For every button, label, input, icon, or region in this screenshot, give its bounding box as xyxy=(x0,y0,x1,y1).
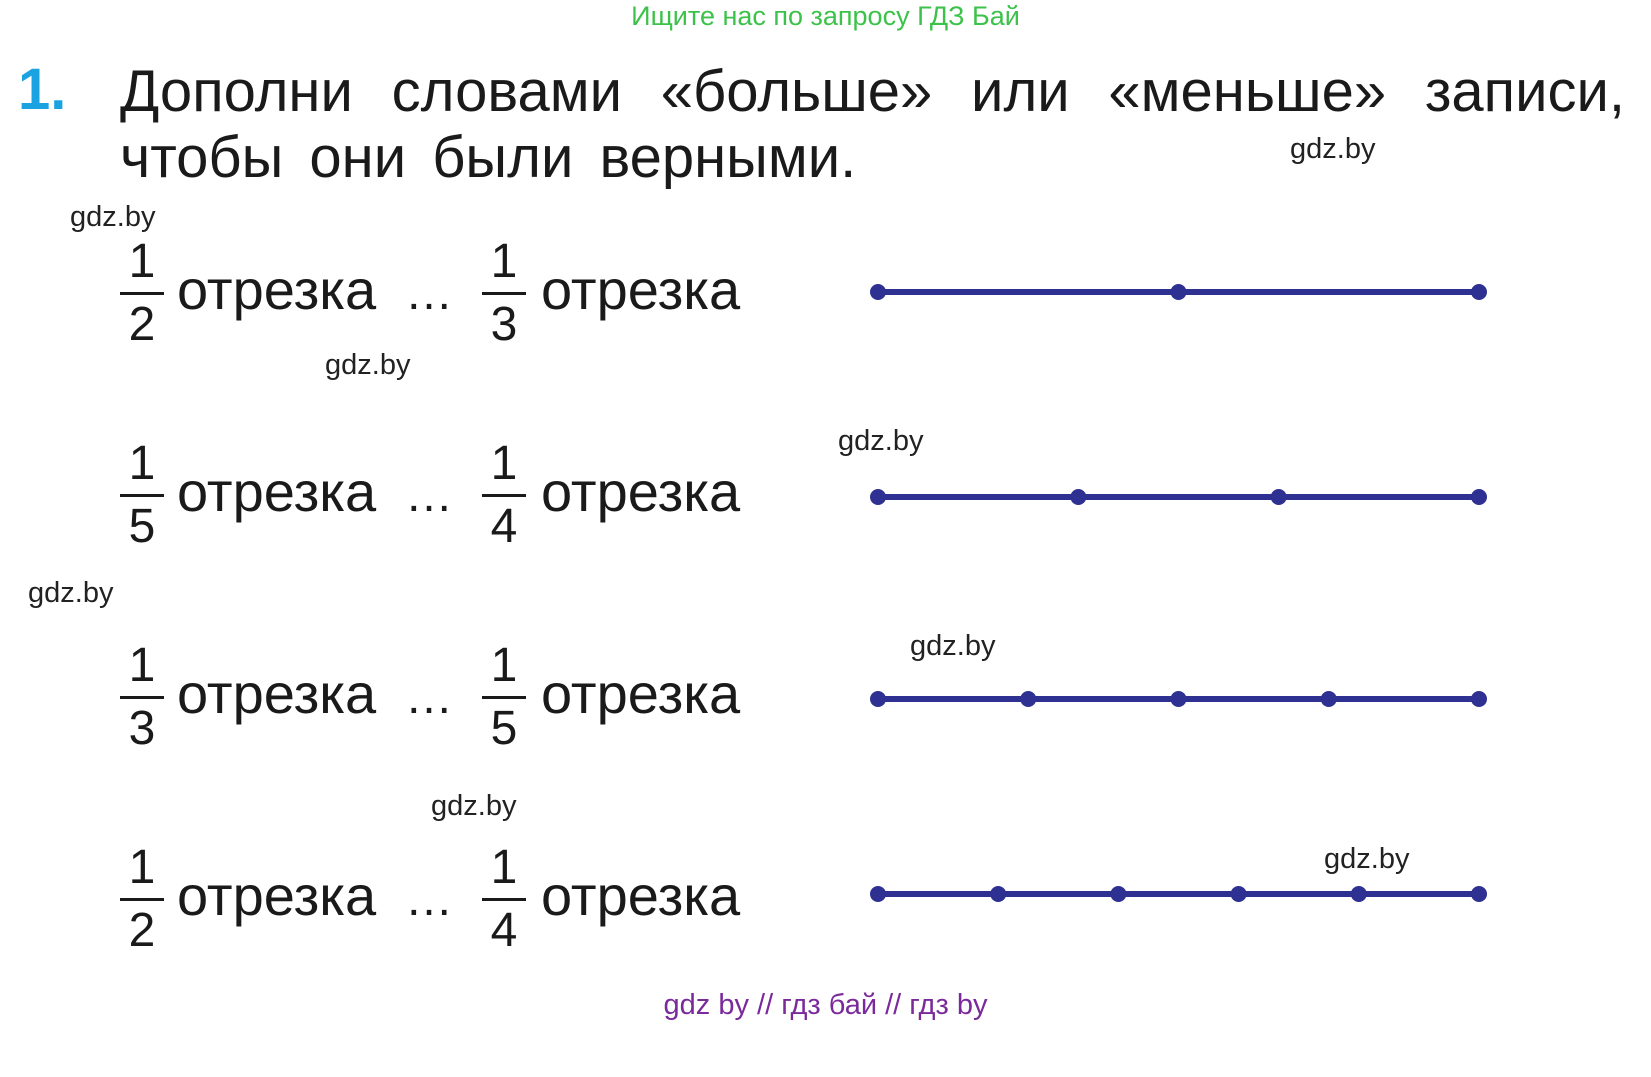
fraction-bar xyxy=(120,898,164,901)
footer-watermark: gdz by // гдз бай // гдз by xyxy=(663,989,988,1021)
segment-point xyxy=(870,489,886,505)
denominator: 5 xyxy=(490,702,518,755)
word-segment: отрезка xyxy=(541,258,741,321)
right-fraction: 1 4 xyxy=(482,844,526,955)
task-number: 1. xyxy=(18,57,67,122)
comparison-row-3: 1 3 отрезка … 1 5 отрезка xyxy=(120,642,840,762)
segment-point xyxy=(1471,489,1487,505)
word-segment: отрезка xyxy=(541,460,741,523)
right-fraction: 1 3 xyxy=(482,238,526,349)
denominator: 3 xyxy=(128,702,156,755)
segment-point xyxy=(870,886,886,902)
denominator: 4 xyxy=(490,904,518,957)
denominator: 2 xyxy=(128,298,156,351)
denominator: 4 xyxy=(490,500,518,553)
right-fraction: 1 4 xyxy=(482,440,526,551)
word-segment: отрезка xyxy=(541,662,741,725)
left-fraction: 1 5 xyxy=(120,440,164,551)
fraction-bar xyxy=(120,292,164,295)
segment-point xyxy=(870,284,886,300)
blank-dots[interactable]: … xyxy=(405,873,457,926)
watermark: gdz.by xyxy=(838,425,924,457)
fraction-bar xyxy=(120,696,164,699)
numerator: 1 xyxy=(490,639,518,692)
watermark: gdz.by xyxy=(70,201,156,233)
task-text-line1: Дополни словами «больше» или «меньше» за… xyxy=(120,59,1625,124)
segment-point xyxy=(1350,886,1367,902)
numerator: 1 xyxy=(128,841,156,894)
left-fraction: 1 2 xyxy=(120,238,164,349)
fraction-bar xyxy=(482,898,526,901)
segment-point xyxy=(1471,886,1487,902)
fraction-bar xyxy=(482,292,526,295)
numerator: 1 xyxy=(128,437,156,490)
segment-point xyxy=(1270,489,1287,505)
segment-point xyxy=(1320,691,1337,707)
search-banner: Ищите нас по запросу ГДЗ Бай xyxy=(631,1,1020,31)
comparison-row-2: 1 5 отрезка … 1 4 отрезка xyxy=(120,440,840,560)
word-segment: отрезка xyxy=(177,258,377,321)
segment-point xyxy=(1471,284,1487,300)
segment-point xyxy=(1230,886,1247,902)
segment-point xyxy=(1110,886,1127,902)
segment-point xyxy=(1471,691,1487,707)
word-segment: отрезка xyxy=(177,662,377,725)
segment-point xyxy=(1170,284,1187,300)
watermark: gdz.by xyxy=(431,790,517,822)
numerator: 1 xyxy=(128,235,156,288)
blank-dots[interactable]: … xyxy=(405,267,457,320)
word-segment: отрезка xyxy=(541,864,741,927)
comparison-row-4: 1 2 отрезка … 1 4 отрезка xyxy=(120,844,840,964)
numerator: 1 xyxy=(490,235,518,288)
left-fraction: 1 3 xyxy=(120,642,164,753)
watermark: gdz.by xyxy=(910,630,996,662)
blank-dots[interactable]: … xyxy=(405,469,457,522)
watermark: gdz.by xyxy=(325,349,411,381)
fraction-bar xyxy=(120,494,164,497)
word-segment: отрезка xyxy=(177,864,377,927)
word-segment: отрезка xyxy=(177,460,377,523)
fraction-bar xyxy=(482,494,526,497)
denominator: 5 xyxy=(128,500,156,553)
watermark: gdz.by xyxy=(1324,843,1410,875)
task-text-line2: чтобы они были верными. xyxy=(120,125,857,190)
comparison-row-1: 1 2 отрезка … 1 3 отрезка xyxy=(120,238,840,358)
segment-point xyxy=(990,886,1007,902)
numerator: 1 xyxy=(490,841,518,894)
numerator: 1 xyxy=(490,437,518,490)
segment-point xyxy=(1170,691,1187,707)
watermark: gdz.by xyxy=(28,577,114,609)
segment-point xyxy=(1020,691,1037,707)
right-fraction: 1 5 xyxy=(482,642,526,753)
fraction-bar xyxy=(482,696,526,699)
left-fraction: 1 2 xyxy=(120,844,164,955)
denominator: 3 xyxy=(490,298,518,351)
blank-dots[interactable]: … xyxy=(405,671,457,724)
segment-point xyxy=(870,691,886,707)
denominator: 2 xyxy=(128,904,156,957)
numerator: 1 xyxy=(128,639,156,692)
segment-point xyxy=(1070,489,1087,505)
watermark: gdz.by xyxy=(1290,133,1376,165)
